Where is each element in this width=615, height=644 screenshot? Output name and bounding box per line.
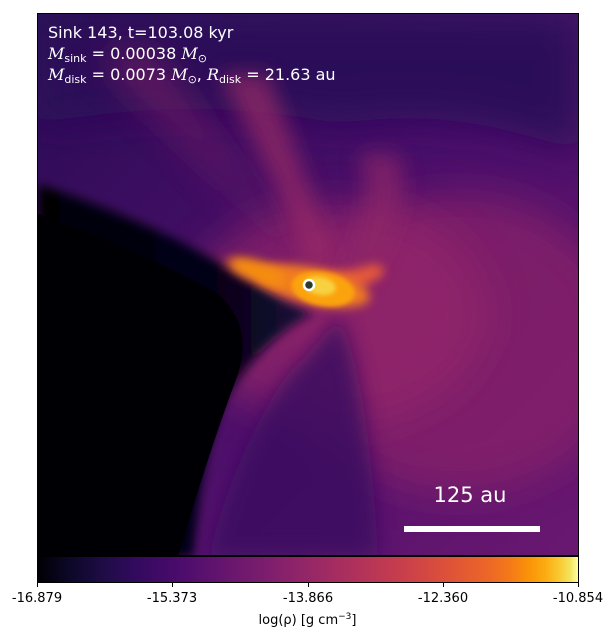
colorbar-tick bbox=[578, 583, 579, 587]
colorbar-tick bbox=[308, 583, 309, 587]
colorbar-tick-label: -15.373 bbox=[146, 591, 198, 606]
density-map bbox=[38, 14, 578, 555]
sink-id-time-label: Sink 143, t=103.08 kyr bbox=[48, 23, 234, 42]
density-map-panel: Sink 143, t=103.08 kyr Msink = 0.00038 M… bbox=[37, 13, 579, 556]
colorbar-tick-label: -13.866 bbox=[282, 591, 334, 606]
scalebar-label: 125 au bbox=[433, 483, 507, 507]
colorbar-tick-label: -12.360 bbox=[417, 591, 469, 606]
scalebar-line bbox=[404, 526, 540, 532]
colorbar bbox=[37, 556, 579, 583]
colorbar-tick bbox=[37, 583, 38, 587]
colorbar-tick bbox=[172, 583, 173, 587]
sink-marker-icon bbox=[302, 278, 316, 292]
colorbar-tick-label: -10.854 bbox=[552, 591, 604, 606]
colorbar-tick bbox=[443, 583, 444, 587]
disk-mass-radius-label: Mdisk = 0.0073 M⊙, Rdisk = 21.63 au bbox=[48, 65, 336, 86]
colorbar-tick-label: -16.879 bbox=[11, 591, 63, 606]
sink-mass-label: Msink = 0.00038 M⊙ bbox=[48, 44, 207, 65]
colorbar-axis-label: log(ρ) [g cm−3] bbox=[258, 612, 357, 628]
